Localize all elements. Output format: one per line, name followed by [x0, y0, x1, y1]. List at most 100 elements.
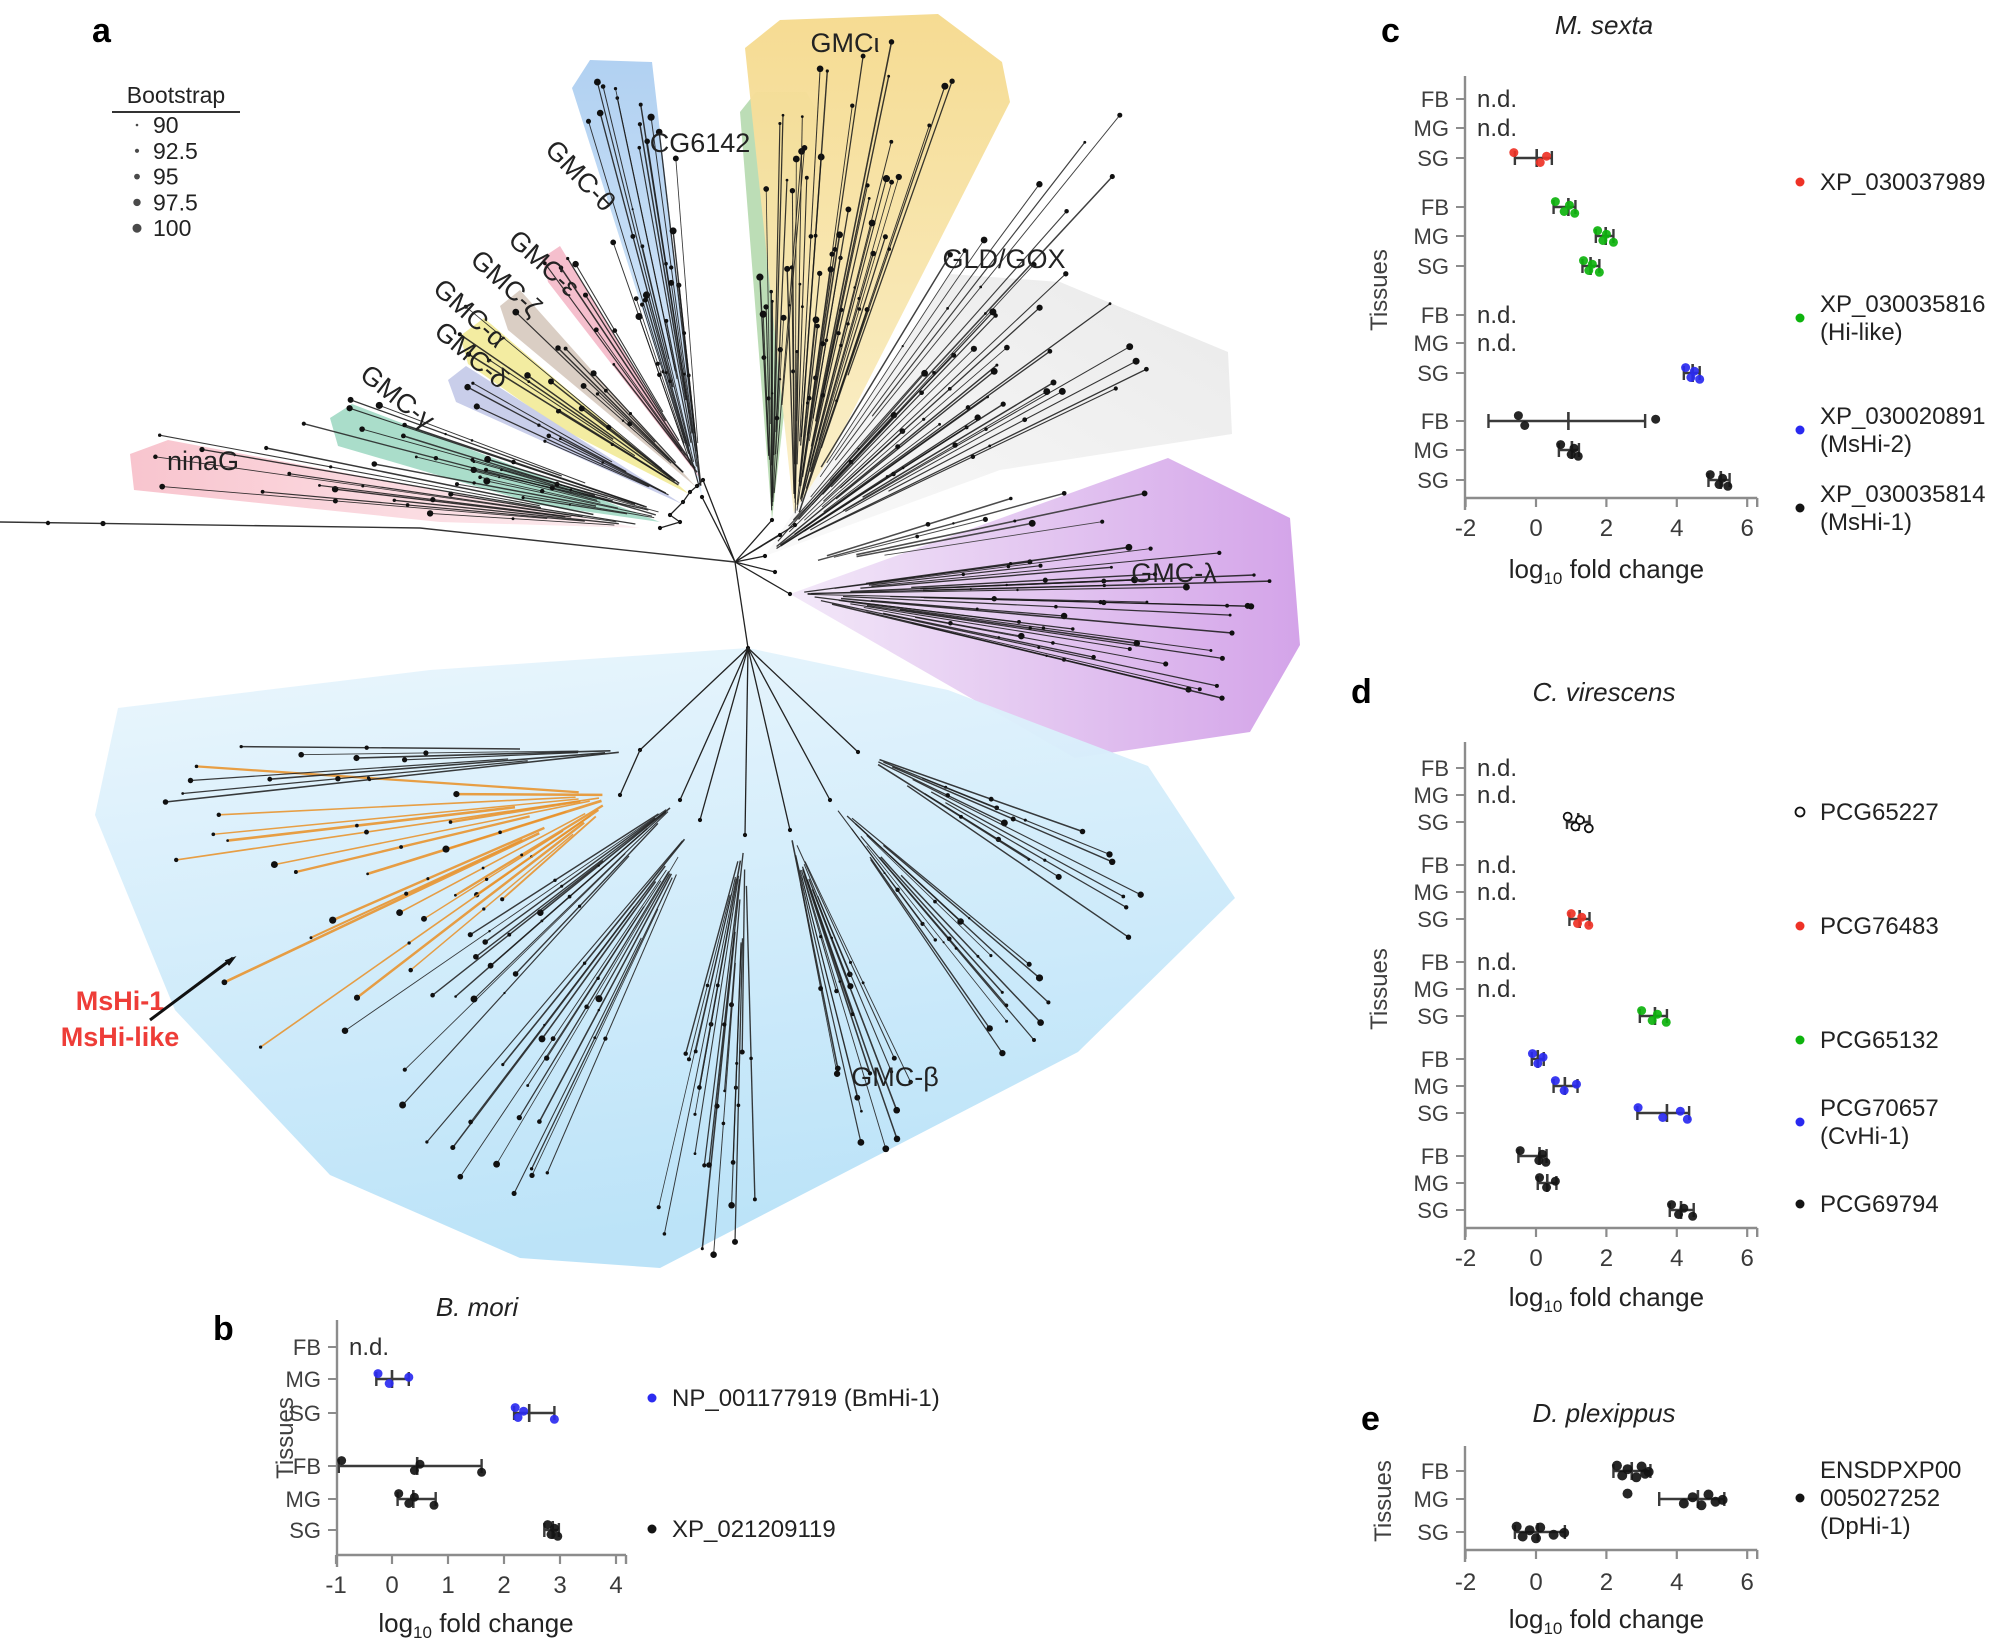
branch-line: [182, 760, 528, 795]
fan-beta-3: [425, 838, 686, 1196]
bootstrap-dot: [463, 304, 468, 309]
branch-line: [820, 86, 946, 449]
bootstrap-dot: [980, 236, 988, 244]
data-point: [1681, 363, 1691, 373]
bootstrap-dot: [442, 845, 450, 853]
tissue-label: SG: [1417, 1004, 1449, 1029]
bootstrap-dot: [501, 1063, 505, 1067]
bootstrap-dot: [613, 86, 618, 91]
branch-line: [404, 424, 647, 508]
bootstrap-dot: [732, 1238, 738, 1245]
bootstrap-dot: [792, 155, 800, 163]
tissue-label: MG: [1414, 116, 1449, 141]
fan-gld-gox: [776, 261, 1149, 550]
bootstrap-dot: [952, 522, 955, 525]
branch-line: [638, 316, 685, 447]
branch-line: [821, 347, 1008, 508]
tspan-shape: log: [1509, 554, 1544, 584]
nd-label: n.d.: [1477, 330, 1517, 357]
legend-marker: [1795, 1199, 1805, 1209]
tissue-label: SG: [1417, 810, 1449, 835]
bootstrap-dot: [722, 1022, 727, 1027]
data-point: [1723, 481, 1733, 491]
fan-ninag: [153, 433, 636, 526]
bootstrap-dot: [1127, 647, 1132, 651]
data-point: [1550, 1176, 1560, 1186]
branch-line: [795, 855, 862, 1143]
bootstrap-dot: [769, 289, 773, 294]
branch-line: [762, 314, 770, 460]
bootstrap-dot: [730, 1160, 736, 1165]
branch-line: [432, 860, 604, 996]
bootstrap-dot: [1144, 366, 1149, 372]
bootstrap-dot: [560, 884, 564, 888]
clade-label-cg6142: CG6142: [650, 128, 751, 158]
branch-line: [165, 751, 619, 803]
branch-line: [834, 548, 1151, 589]
bootstrap-dot: [1026, 961, 1032, 967]
bootstrap-dot: [355, 823, 359, 828]
series-2-rows: FB n.d. MG n.d. SG: [1414, 852, 1594, 932]
bootstrap-dot: [332, 498, 338, 504]
bootstrap-dot: [511, 517, 515, 521]
branch-line: [911, 573, 1156, 589]
tspan-shape: 10: [413, 1623, 432, 1640]
bootstrap-dot: [1108, 858, 1116, 866]
bootstrap-dot: [908, 1079, 913, 1085]
branch-line: [899, 608, 1137, 645]
fan-gmc-lambda: [804, 543, 1272, 701]
fan-beta-7: [877, 758, 1144, 940]
bootstrap-dot: [1126, 343, 1134, 351]
trunk-line: [679, 647, 749, 801]
bootstrap-dot: [264, 445, 269, 451]
branch-line: [830, 315, 997, 488]
bootstrap-dot: [375, 401, 383, 409]
branch-line: [888, 360, 1137, 492]
legend-label: PCG69794: [1820, 1191, 1939, 1218]
branch-line: [404, 751, 579, 761]
x-tick-label: 2: [1600, 515, 1613, 542]
bootstrap-dot: [454, 893, 457, 897]
trunk-line: [659, 521, 681, 529]
node-dot: [777, 532, 783, 538]
data-point: [1541, 1157, 1551, 1167]
bootstrap-dot: [763, 304, 769, 310]
bootstrap-dot: [631, 208, 634, 211]
branch-line: [559, 438, 667, 494]
bootstrap-dot: [1023, 818, 1027, 822]
legend-label: XP_030037989: [1820, 169, 1986, 196]
branch-line: [834, 183, 1040, 461]
data-point: [1573, 919, 1583, 928]
branch-line: [459, 333, 614, 441]
bootstrap-dot: [1106, 851, 1113, 858]
branch-line: [870, 859, 1003, 1054]
bootstrap-dot: [1123, 905, 1129, 910]
branch-line: [176, 797, 600, 861]
nd-label: n.d.: [1477, 879, 1517, 906]
bootstrap-dot: [407, 941, 411, 945]
data-point: [1689, 366, 1699, 376]
bootstrap-dot: [606, 424, 612, 430]
bootstrap-dot: [839, 343, 843, 348]
bootstrap-dot: [507, 932, 512, 937]
bootstrap-dot: [1113, 386, 1118, 391]
branch-line: [900, 874, 1042, 1024]
bootstrap-dot: [1098, 599, 1103, 605]
data-point: [1718, 473, 1728, 483]
bootstrap-dot: [830, 936, 833, 940]
bootstrap-dot: [919, 390, 924, 396]
branch-line: [732, 942, 742, 1163]
bootstrap-dot: [1109, 174, 1115, 180]
bootstrap-dot: [604, 388, 608, 393]
x-tick-label: 4: [609, 1572, 622, 1599]
tspan-shape: 10: [1543, 1619, 1562, 1638]
branch-line: [839, 307, 1041, 489]
clade-wedge-gmc_theta: [572, 60, 702, 497]
branch-line: [639, 124, 687, 401]
branch-line: [688, 895, 731, 1060]
branch-line: [773, 115, 784, 456]
node-dot: [827, 797, 833, 803]
bootstrap-dot: [481, 866, 485, 870]
data-point: [1687, 1492, 1698, 1503]
